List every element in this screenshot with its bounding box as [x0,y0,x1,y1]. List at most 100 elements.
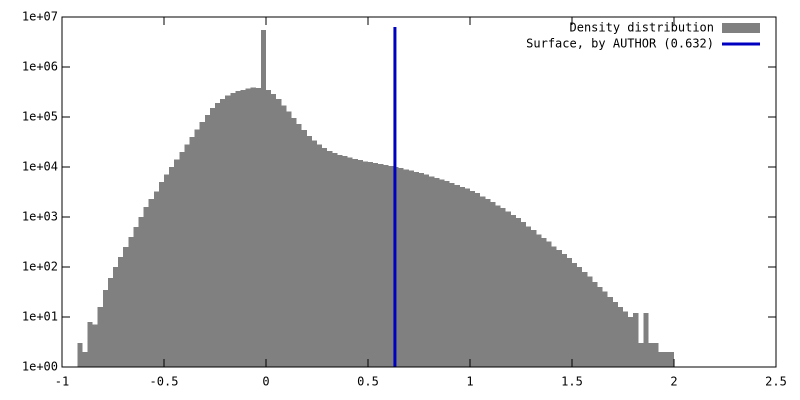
histogram-bar [352,158,358,367]
histogram-bar [342,156,348,367]
histogram-bar [587,276,593,367]
histogram-bar [424,174,430,367]
histogram-bar [189,136,195,367]
histogram-bar [209,108,215,367]
histogram-bar [118,256,124,367]
histogram-bar [633,313,639,367]
histogram-bar [113,267,119,367]
histogram-bar [638,343,644,367]
histogram-bar [643,313,649,367]
histogram-bar [444,181,450,367]
histogram-bar [623,311,629,367]
histogram-bar [133,227,139,367]
histogram-bar [102,289,108,367]
histogram-bar [561,254,567,367]
histogram-bar [510,214,516,367]
histogram-bar [128,236,134,367]
histogram-bar [184,144,190,367]
histogram-bar [490,201,496,367]
histogram-bar [194,129,200,367]
histogram-bar [383,164,389,367]
histogram-bar [398,168,404,367]
histogram-bar [668,351,674,367]
histogram-bar [148,198,154,367]
x-tick-label: 1 [466,375,473,389]
histogram-bar [434,178,440,367]
plot-frame [61,16,777,368]
histogram-bar [464,188,470,367]
histogram-bar [266,89,272,367]
histogram-bar [439,179,445,367]
histogram-bar [92,324,98,367]
histogram-bar [204,114,210,368]
histogram-bar [419,173,425,367]
histogram-bar [250,87,256,367]
histogram-bar [317,144,323,367]
histogram-bar [291,118,297,367]
legend-swatch [722,23,760,33]
histogram-bar [577,267,583,367]
histogram-bar [327,150,333,367]
histogram-bar [597,286,603,367]
histogram-bar [255,88,261,368]
histogram-bar [572,263,578,367]
x-tick-label: 0.5 [357,375,379,389]
histogram-bar [174,159,180,367]
histogram-bar [515,218,521,367]
histogram-bar [663,351,669,367]
histogram-bar [526,226,532,367]
histogram-bar [337,154,343,367]
y-tick-label: 1e+03 [22,210,58,224]
histogram-bar [413,171,419,367]
histogram-bar [220,98,226,367]
histogram-bar [521,221,527,367]
histogram-bar [158,182,164,367]
histogram-bar [470,191,476,367]
histogram-bar [648,343,654,367]
histogram-bar [164,174,170,367]
histogram-bar [388,165,394,367]
histogram-bar [480,196,486,367]
histogram-bar [276,98,282,367]
histogram-bar [429,176,435,367]
histogram-bar [500,208,506,367]
histogram-bar [77,343,83,367]
histogram-bar [546,241,552,367]
histogram-bar [475,193,481,367]
y-tick-label: 1e+04 [22,160,58,174]
histogram-bar [347,157,353,367]
x-tick-label: -0.5 [150,375,179,389]
x-tick-label: 1.5 [561,375,583,389]
histogram-bar [123,247,129,367]
histogram-bar [143,206,149,367]
histogram-bar [454,184,460,367]
histogram-bar [82,351,88,367]
histogram-bar [368,162,374,367]
histogram-bar [235,91,241,367]
histogram-bar [357,160,363,367]
histogram-bar [592,282,598,367]
histogram-bar [505,211,511,367]
histogram-bar [271,93,277,367]
histogram-bar [449,182,455,367]
histogram-bar [87,321,93,367]
histogram-bar [495,205,501,367]
histogram-bar [566,258,572,367]
histogram-bar [628,317,634,367]
histogram-bar [602,291,608,367]
histogram-bar [153,191,159,367]
histogram-bar [378,163,384,367]
histogram-bar [322,147,328,367]
histogram-bar [362,161,368,367]
histogram-bar [215,103,221,367]
histogram-bar [541,238,547,367]
histogram-bar [658,351,664,367]
y-tick-label: 1e+01 [22,310,58,324]
histogram-bar [199,121,205,368]
histogram-bar [260,29,266,367]
histogram-bar [97,306,103,367]
histogram-bar [245,88,251,368]
histogram-bar [286,111,292,368]
histogram-bar [306,135,312,367]
